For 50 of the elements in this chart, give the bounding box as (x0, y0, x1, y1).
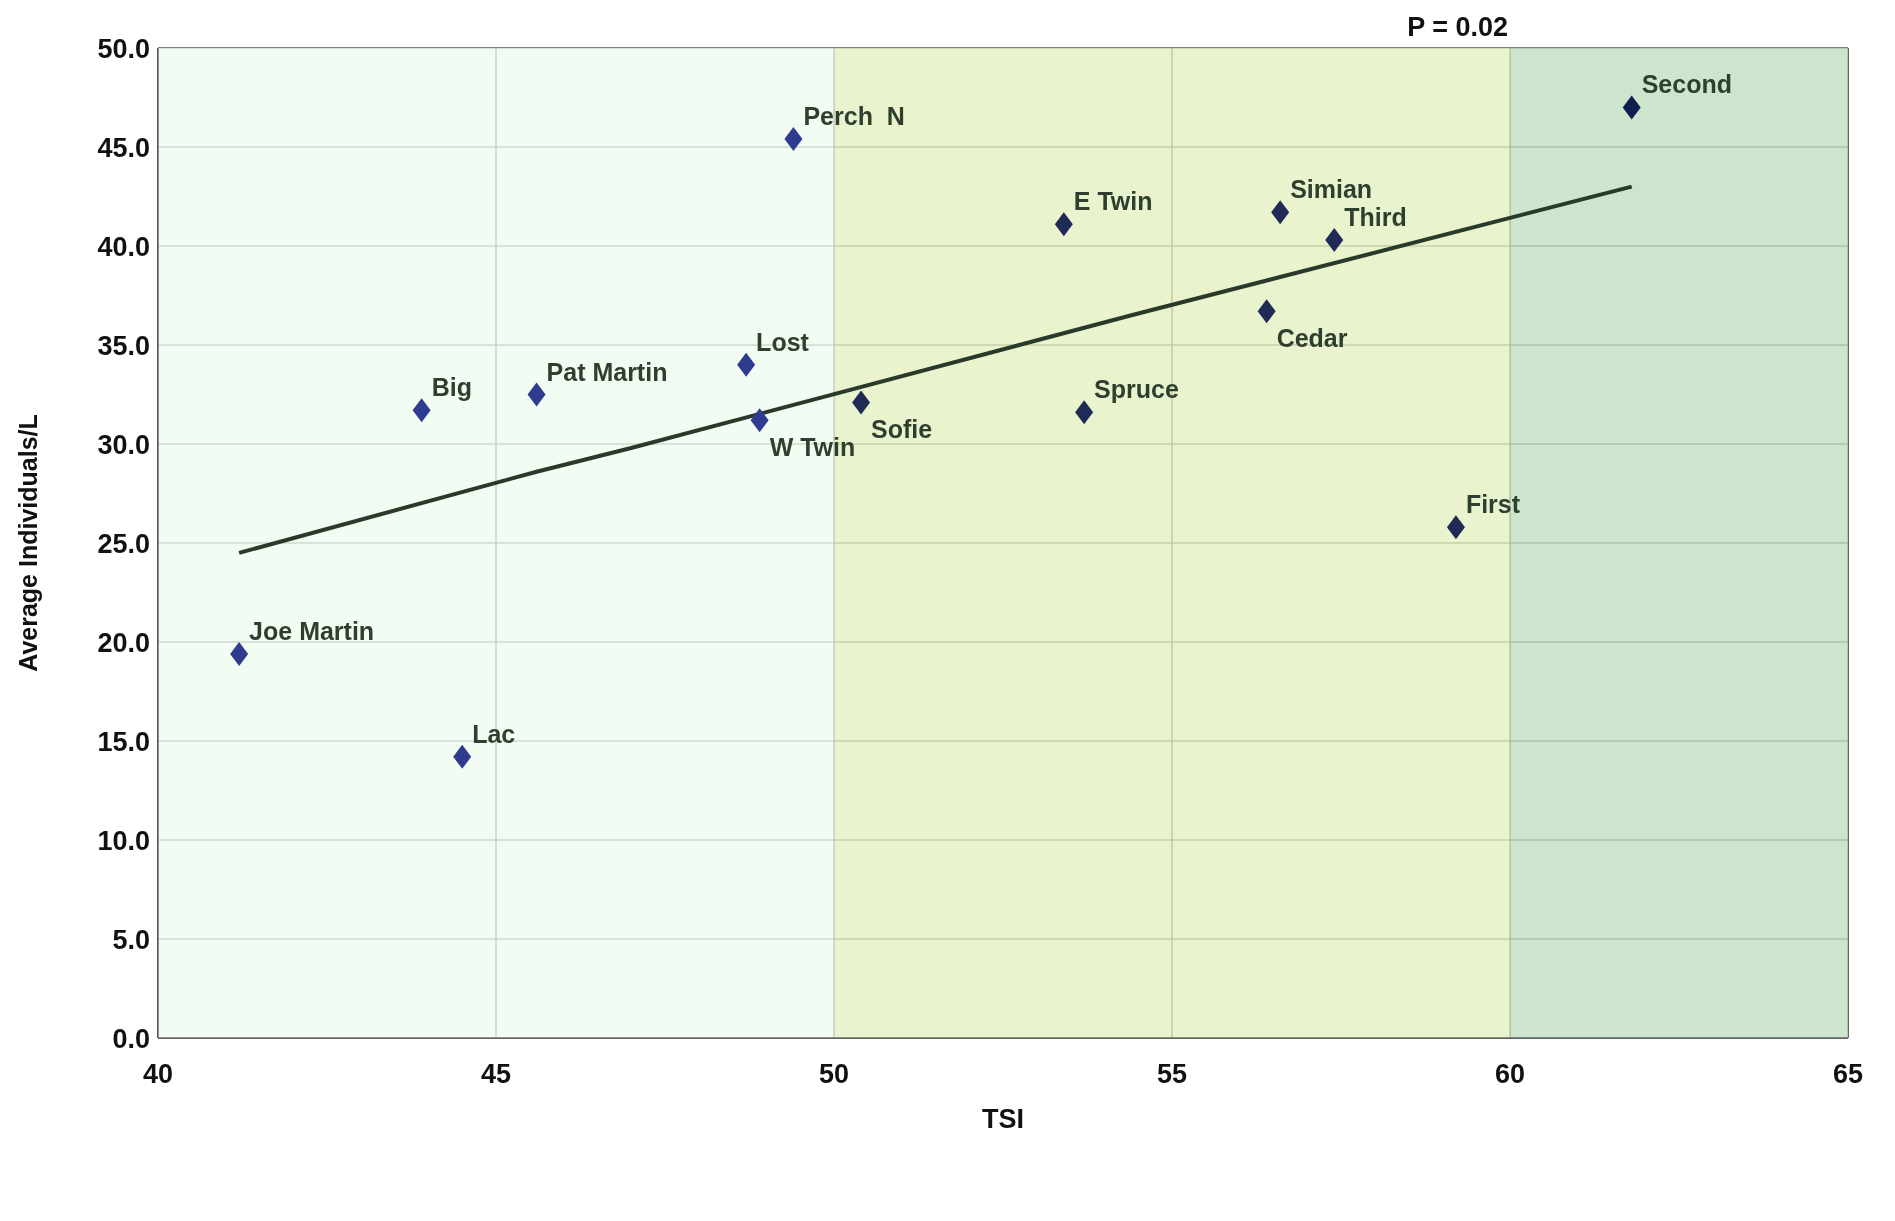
data-label: Perch N (803, 102, 905, 131)
data-label: First (1465, 490, 1521, 519)
text: P = 0.02 (1407, 12, 1508, 43)
y-tick-label: 20.0 (97, 627, 150, 658)
x-tick-label: 45 (480, 1059, 512, 1090)
y-tick-label: 35.0 (97, 330, 150, 361)
x-tick-label: 65 (1832, 1059, 1864, 1090)
point (1257, 299, 1276, 324)
point (852, 390, 871, 415)
y-tick-label: 10.0 (97, 825, 150, 856)
data-label: Simian (1290, 175, 1373, 204)
data-label: Third (1344, 203, 1407, 232)
point (1054, 212, 1073, 237)
point (1325, 228, 1344, 253)
point (230, 641, 249, 666)
data-label: Cedar (1276, 324, 1348, 353)
point (1075, 400, 1094, 425)
point (412, 398, 431, 423)
point (784, 127, 803, 152)
x-tick-label: 40 (142, 1059, 174, 1090)
x-tick-label: 50 (818, 1059, 850, 1090)
data-label: Lost (756, 327, 810, 356)
y-tick-label: 15.0 (97, 726, 150, 757)
data-label: E Twin (1073, 187, 1153, 216)
y-tick-label: 30.0 (97, 429, 150, 460)
data-label: Big (431, 373, 472, 402)
y-tick-label: 5.0 (112, 924, 150, 955)
point (1446, 515, 1465, 540)
data-label: Lac (472, 719, 516, 748)
y-tick-label: 50.0 (97, 33, 150, 64)
point (527, 382, 546, 407)
y-tick-label: 0.0 (112, 1023, 150, 1054)
y-tick-label: 25.0 (97, 528, 150, 559)
point (750, 408, 769, 433)
x-axis-title: TSI (981, 1104, 1025, 1134)
point (737, 352, 756, 377)
x-tick-label: 60 (1494, 1059, 1526, 1090)
x-tick-label: 55 (1156, 1059, 1188, 1090)
data-label: Pat Martin (546, 357, 668, 386)
point (1622, 95, 1641, 120)
data-label: Joe Martin (249, 616, 375, 645)
y-axis-title: Average Individuals/L (13, 414, 42, 672)
point (1271, 200, 1290, 225)
y-tick-label: 40.0 (97, 231, 150, 262)
data-label: Second (1641, 70, 1732, 99)
y-tick-label: 45.0 (97, 132, 150, 163)
data-label: W Twin (769, 433, 856, 462)
data-label: Spruce (1094, 375, 1179, 404)
point (453, 744, 472, 769)
data-label: Sofie (871, 415, 933, 444)
